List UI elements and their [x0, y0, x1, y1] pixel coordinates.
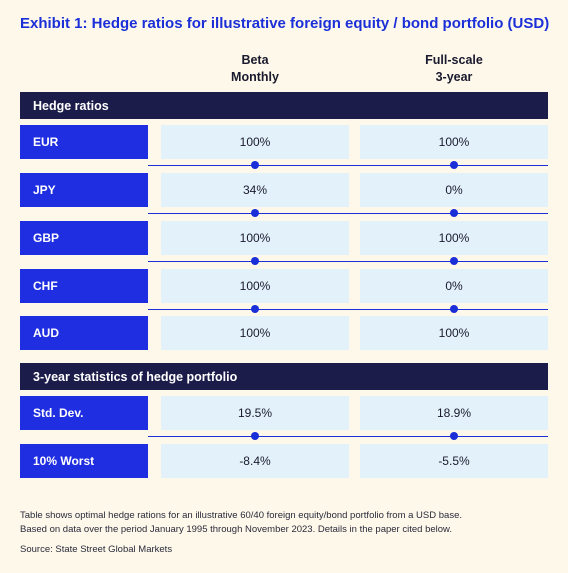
row-connector-line [148, 213, 548, 214]
connector-dot [450, 432, 458, 440]
row-connector-line [148, 309, 548, 310]
column-header-line2: 3-year [435, 70, 473, 84]
column-header-line1: Beta [241, 53, 269, 67]
row-label-10-worst: 10% Worst [20, 444, 148, 478]
row-label-eur: EUR [20, 125, 148, 159]
section-header-hedge-ratios: Hedge ratios [20, 92, 548, 119]
cell-value: 19.5% [161, 396, 349, 430]
connector-dot [251, 161, 259, 169]
connector-dot [251, 432, 259, 440]
cell-value: 100% [360, 316, 548, 350]
cell-value: 0% [360, 269, 548, 303]
cell-value: 100% [360, 125, 548, 159]
cell-value: 100% [360, 221, 548, 255]
connector-dot [251, 257, 259, 265]
row-label-aud: AUD [20, 316, 148, 350]
row-connector-line [148, 436, 548, 437]
cell-value: -5.5% [360, 444, 548, 478]
cell-value: 100% [161, 221, 349, 255]
row-label-jpy: JPY [20, 173, 148, 207]
row-label-gbp: GBP [20, 221, 148, 255]
cell-value: 34% [161, 173, 349, 207]
section-header-3-year-statistics: 3-year statistics of hedge portfolio [20, 363, 548, 390]
footnote-line-1: Table shows optimal hedge rations for an… [20, 510, 462, 521]
column-header-beta-monthly: Beta Monthly [161, 52, 349, 86]
connector-dot [450, 305, 458, 313]
connector-dot [450, 257, 458, 265]
cell-value: 100% [161, 316, 349, 350]
connector-dot [450, 209, 458, 217]
row-connector-line [148, 165, 548, 166]
cell-value: -8.4% [161, 444, 349, 478]
connector-dot [450, 161, 458, 169]
connector-dot [251, 305, 259, 313]
source-note: Source: State Street Global Markets [20, 544, 173, 555]
row-label-std-dev: Std. Dev. [20, 396, 148, 430]
row-connector-line [148, 261, 548, 262]
row-label-chf: CHF [20, 269, 148, 303]
column-header-line2: Monthly [231, 70, 279, 84]
cell-value: 0% [360, 173, 548, 207]
cell-value: 18.9% [360, 396, 548, 430]
cell-value: 100% [161, 125, 349, 159]
cell-value: 100% [161, 269, 349, 303]
footnote-line-2: Based on data over the period January 19… [20, 524, 453, 535]
exhibit-title: Exhibit 1: Hedge ratios for illustrative… [20, 15, 550, 32]
column-header-full-scale-3-year: Full-scale 3-year [360, 52, 548, 86]
connector-dot [251, 209, 259, 217]
column-header-line1: Full-scale [425, 53, 483, 67]
